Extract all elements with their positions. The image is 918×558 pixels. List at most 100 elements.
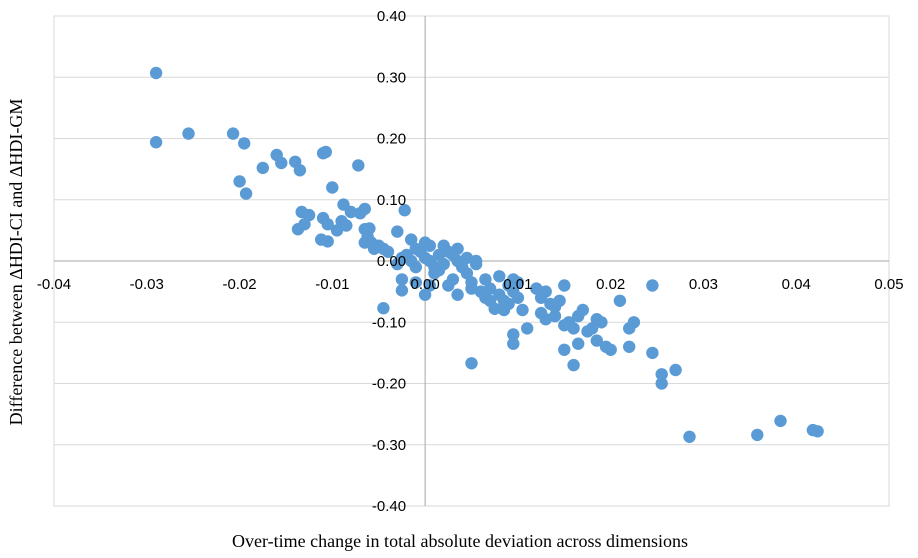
data-point-132 (774, 414, 787, 428)
y-tick-label-1: 0.30 (377, 69, 406, 86)
data-point-7 (256, 161, 269, 175)
data-point-97 (530, 282, 543, 295)
data-point-138 (432, 264, 446, 277)
data-point-52 (418, 288, 432, 301)
data-point-75 (465, 282, 478, 295)
y-tick-label-3: 0.10 (377, 192, 406, 209)
data-point-92 (497, 303, 511, 317)
data-point-50 (409, 276, 422, 289)
data-point-112 (572, 337, 585, 350)
data-point-30 (358, 202, 371, 216)
data-point-123 (623, 322, 636, 335)
data-point-126 (646, 346, 659, 360)
data-point-74 (469, 257, 483, 271)
data-point-113 (567, 358, 580, 372)
data-points (149, 66, 824, 443)
data-point-93 (507, 328, 520, 341)
data-point-49 (395, 284, 409, 297)
data-point-4 (238, 137, 251, 150)
data-point-2 (182, 127, 195, 140)
data-point-130 (683, 430, 696, 443)
data-point-128 (655, 377, 668, 390)
data-point-117 (595, 316, 608, 329)
data-point-95 (521, 322, 534, 335)
x-tick-labels: -0.04 -0.03 -0.02 -0.01 0.00 0.01 0.02 0.03 0.04… (37, 276, 904, 293)
data-point-94 (507, 337, 520, 350)
data-point-111 (576, 303, 589, 317)
data-point-88 (483, 282, 497, 295)
data-point-9 (275, 156, 288, 170)
data-point-127 (655, 368, 668, 381)
data-point-5 (233, 175, 246, 188)
data-point-98 (539, 285, 552, 298)
data-point-21 (321, 218, 334, 231)
data-point-28 (330, 224, 344, 237)
data-point-11 (293, 164, 307, 177)
data-point-125 (646, 279, 659, 292)
x-tick-label-7: 0.03 (689, 276, 718, 293)
data-point-40 (391, 225, 404, 238)
x-tick-label-2: -0.02 (222, 276, 256, 293)
data-point-91 (516, 303, 529, 317)
data-point-124 (623, 340, 636, 353)
data-point-73 (460, 251, 474, 265)
data-point-134 (811, 425, 824, 438)
data-point-3 (226, 127, 240, 140)
data-point-15 (326, 181, 339, 194)
x-tick-label-0: -0.04 (37, 276, 71, 293)
data-point-14 (352, 159, 365, 172)
data-point-104 (558, 279, 571, 292)
y-tick-label-7: -0.30 (372, 437, 406, 454)
data-point-39 (381, 245, 395, 258)
data-point-105 (548, 309, 562, 323)
data-point-121 (613, 294, 627, 307)
data-point-51 (377, 302, 390, 315)
y-tick-label-5: -0.10 (372, 314, 406, 331)
data-point-35 (358, 236, 371, 249)
y-tick-label-4: 0.00 (377, 253, 406, 270)
data-point-86 (493, 270, 506, 283)
data-point-19 (291, 223, 305, 236)
y-tick-label-8: -0.40 (372, 498, 406, 515)
data-point-136 (418, 236, 432, 249)
x-axis-title: Over-time change in total absolute devia… (232, 531, 688, 551)
data-point-1 (149, 136, 163, 149)
data-point-13 (319, 145, 332, 159)
data-point-109 (567, 322, 580, 335)
y-tick-label-0: 0.40 (377, 8, 406, 25)
data-point-135 (465, 357, 478, 370)
x-tick-label-3: -0.01 (315, 276, 349, 293)
data-point-118 (590, 334, 603, 347)
data-point-115 (585, 322, 599, 335)
data-point-26 (344, 205, 358, 219)
data-point-23 (321, 235, 334, 248)
y-tick-label-2: 0.20 (377, 131, 406, 148)
data-point-48 (395, 273, 409, 286)
x-tick-label-4: 0.00 (411, 276, 440, 293)
data-point-0 (149, 66, 163, 80)
x-tick-label-8: 0.04 (782, 276, 811, 293)
data-point-79 (488, 302, 501, 315)
data-point-47 (391, 257, 404, 271)
x-tick-label-5: 0.01 (503, 276, 532, 293)
data-point-53 (423, 279, 436, 292)
x-tick-label-1: -0.03 (130, 276, 164, 293)
data-point-59 (432, 248, 446, 262)
y-tick-labels: 0.40 0.30 0.20 0.10 0.00 -0.10 -0.20 -0.30 -0.40 (372, 8, 406, 515)
data-point-84 (511, 291, 525, 304)
data-point-131 (751, 428, 764, 442)
data-point-137 (409, 260, 422, 274)
data-point-27 (340, 219, 353, 232)
data-point-87 (479, 273, 492, 286)
data-point-17 (302, 208, 316, 222)
data-point-120 (604, 343, 617, 356)
x-tick-label-6: 0.02 (596, 276, 625, 293)
data-point-6 (239, 187, 253, 200)
data-point-103 (553, 294, 566, 307)
data-point-72 (451, 242, 464, 255)
data-point-139 (442, 279, 455, 292)
data-point-129 (669, 363, 682, 377)
data-point-42 (405, 233, 418, 246)
data-point-68 (451, 288, 464, 301)
